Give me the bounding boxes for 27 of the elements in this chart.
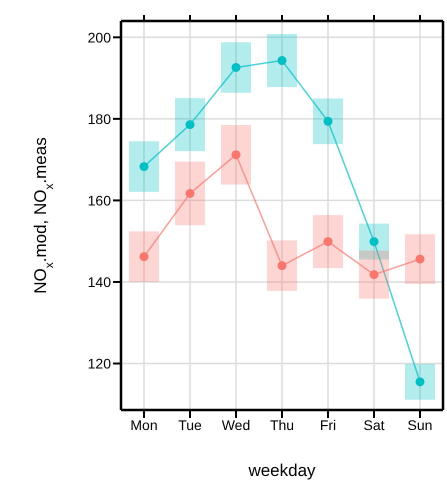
x-axis-title: weekday [247,461,316,480]
point [416,377,424,386]
y-tick-label: 200 [88,29,112,46]
point [140,252,148,262]
point [186,120,194,130]
point [186,188,194,198]
point [232,150,240,160]
point [232,62,240,72]
y-tick-label: 180 [88,110,112,127]
x-tick-label: Fri [320,416,336,433]
point [324,237,332,246]
point [416,254,424,264]
x-tick-label: Sat [363,416,385,433]
x-tick-label: Tue [178,416,202,433]
y-tick-label: 120 [88,355,112,372]
x-tick-label: Mon [130,416,158,433]
point [278,56,286,66]
point [370,270,378,280]
y-tick-label: 140 [88,274,112,290]
x-tick-label: Thu [270,416,294,433]
x-tick-label: Wed [222,416,250,433]
point [370,237,378,246]
point [140,162,148,172]
y-tick-label: 160 [88,192,112,208]
x-tick-label: Sun [408,416,432,433]
point [324,116,332,126]
point [278,261,286,270]
